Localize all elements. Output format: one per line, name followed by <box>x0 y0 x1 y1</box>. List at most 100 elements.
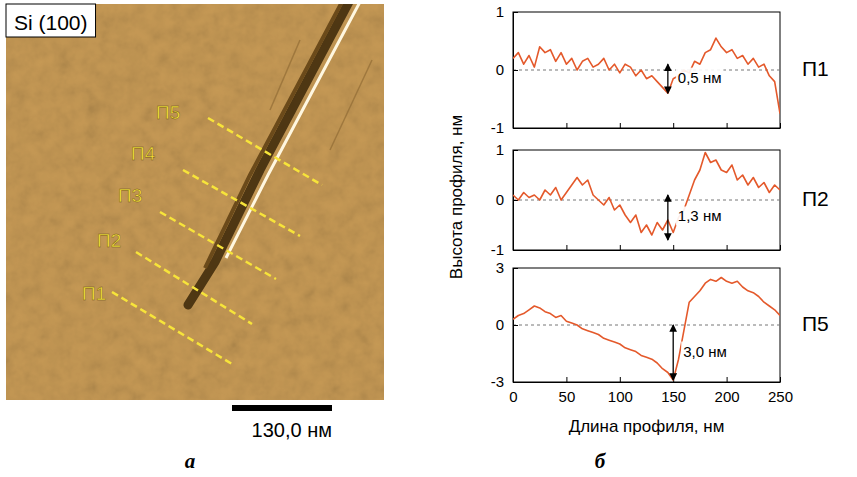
x-tick: 100 <box>608 377 633 405</box>
profile-line <box>136 252 252 324</box>
x-tick: 150 <box>661 377 686 405</box>
tick-mark <box>513 128 518 129</box>
y-axis: -1 0 1 <box>491 3 518 136</box>
tick-label: 1 <box>496 141 504 158</box>
image-label-box <box>6 4 96 37</box>
tick-label: 3 <box>496 259 504 276</box>
profile-label: П1 <box>82 283 106 304</box>
annotation-patch <box>681 342 729 361</box>
profile-curve <box>513 153 780 236</box>
x-tick <box>566 245 567 250</box>
y-tick: -1 <box>491 119 518 136</box>
scratch-trace <box>270 40 372 150</box>
profile-curve <box>513 278 780 381</box>
x-tick <box>566 123 567 128</box>
tick-mark <box>566 377 567 382</box>
scale-bar-label: 130,0 нм <box>252 419 332 441</box>
annotation-arrow <box>667 64 668 93</box>
axis-line <box>514 250 781 251</box>
plot-marks <box>513 153 780 236</box>
tick-mark <box>513 268 518 269</box>
chart-title: П2 <box>802 187 829 210</box>
y-tick: 1 <box>496 141 518 158</box>
tick-mark <box>780 245 781 250</box>
reference-line <box>513 200 780 201</box>
tick-label: 0 <box>496 316 504 333</box>
tick-label: 150 <box>661 388 686 405</box>
tick-label: 1 <box>496 3 504 20</box>
tick-mark <box>727 377 728 382</box>
y-axis: -3 0 3 <box>491 259 518 390</box>
x-tick <box>727 245 728 250</box>
tick-label: 0 <box>509 388 517 405</box>
tick-mark <box>620 377 621 382</box>
tick-mark <box>513 382 518 383</box>
profile-line <box>208 118 322 185</box>
x-tick <box>673 245 674 250</box>
y-tick: 0 <box>496 191 518 208</box>
axis-line <box>514 128 781 129</box>
x-axis-title: Длина профиля, нм <box>569 417 725 436</box>
reference-line <box>513 70 780 71</box>
image-label: Si (100) <box>14 11 88 34</box>
tick-label: 250 <box>768 388 793 405</box>
scratch-edge <box>205 4 343 268</box>
annotation-arrow <box>673 325 674 380</box>
tick-label: 50 <box>559 388 576 405</box>
scratch-groove <box>188 4 350 305</box>
y-tick: 0 <box>496 61 518 78</box>
x-tick <box>727 123 728 128</box>
x-tick: 50 <box>559 377 576 405</box>
tick-mark <box>780 123 781 128</box>
x-tick <box>673 123 674 128</box>
profile-label: П4 <box>131 143 156 164</box>
tick-mark <box>566 123 567 128</box>
x-tick: 250 <box>768 377 793 405</box>
plot-frame <box>513 12 780 128</box>
panel-letter: б <box>595 449 607 473</box>
plot-frame <box>513 150 780 250</box>
plot-marks <box>513 38 780 113</box>
tick-label: -3 <box>491 373 504 390</box>
annotation-label: 1,3 нм <box>678 207 722 224</box>
tick-mark <box>727 123 728 128</box>
x-tick <box>620 123 621 128</box>
tick-mark <box>620 123 621 128</box>
chart-title: П5 <box>802 312 829 335</box>
tick-label: 0 <box>496 61 504 78</box>
tick-mark <box>566 245 567 250</box>
tick-label: -1 <box>491 241 504 258</box>
x-tick <box>780 123 781 128</box>
profile-line <box>112 292 232 364</box>
x-axis: 0 50 100 150 200 250 <box>509 377 793 405</box>
figure: П1П2П3П4П5Si (100)130,0 нма-1010,5 нмП1-… <box>0 0 857 477</box>
profile-curve <box>513 38 780 113</box>
annotation-label: 3,0 нм <box>683 343 727 360</box>
x-axis <box>514 245 781 251</box>
y-tick: 1 <box>496 3 518 20</box>
tick-label: 200 <box>715 388 740 405</box>
annotation-label: 0,5 нм <box>678 69 722 86</box>
x-tick <box>780 245 781 250</box>
annotation-arrow <box>667 195 668 240</box>
x-axis <box>514 123 781 129</box>
panel-letter: а <box>185 449 196 473</box>
y-axis: -1 0 1 <box>491 141 518 258</box>
reference-line <box>513 325 780 326</box>
profile-label: П5 <box>156 102 180 123</box>
tick-label: -1 <box>491 119 504 136</box>
tick-mark <box>513 250 518 251</box>
chart-title: П1 <box>802 57 829 80</box>
afm-image <box>6 4 384 400</box>
tick-mark <box>513 325 518 326</box>
plot-frame <box>513 268 780 382</box>
plot-marks <box>513 278 780 381</box>
y-tick: 3 <box>496 259 518 276</box>
profile-label: П2 <box>97 230 121 251</box>
tick-mark <box>513 12 518 13</box>
axis-line <box>514 382 781 383</box>
scale-bar <box>232 405 332 411</box>
x-tick <box>620 245 621 250</box>
scratch-highlight <box>226 4 361 258</box>
y-tick: -3 <box>491 373 518 390</box>
